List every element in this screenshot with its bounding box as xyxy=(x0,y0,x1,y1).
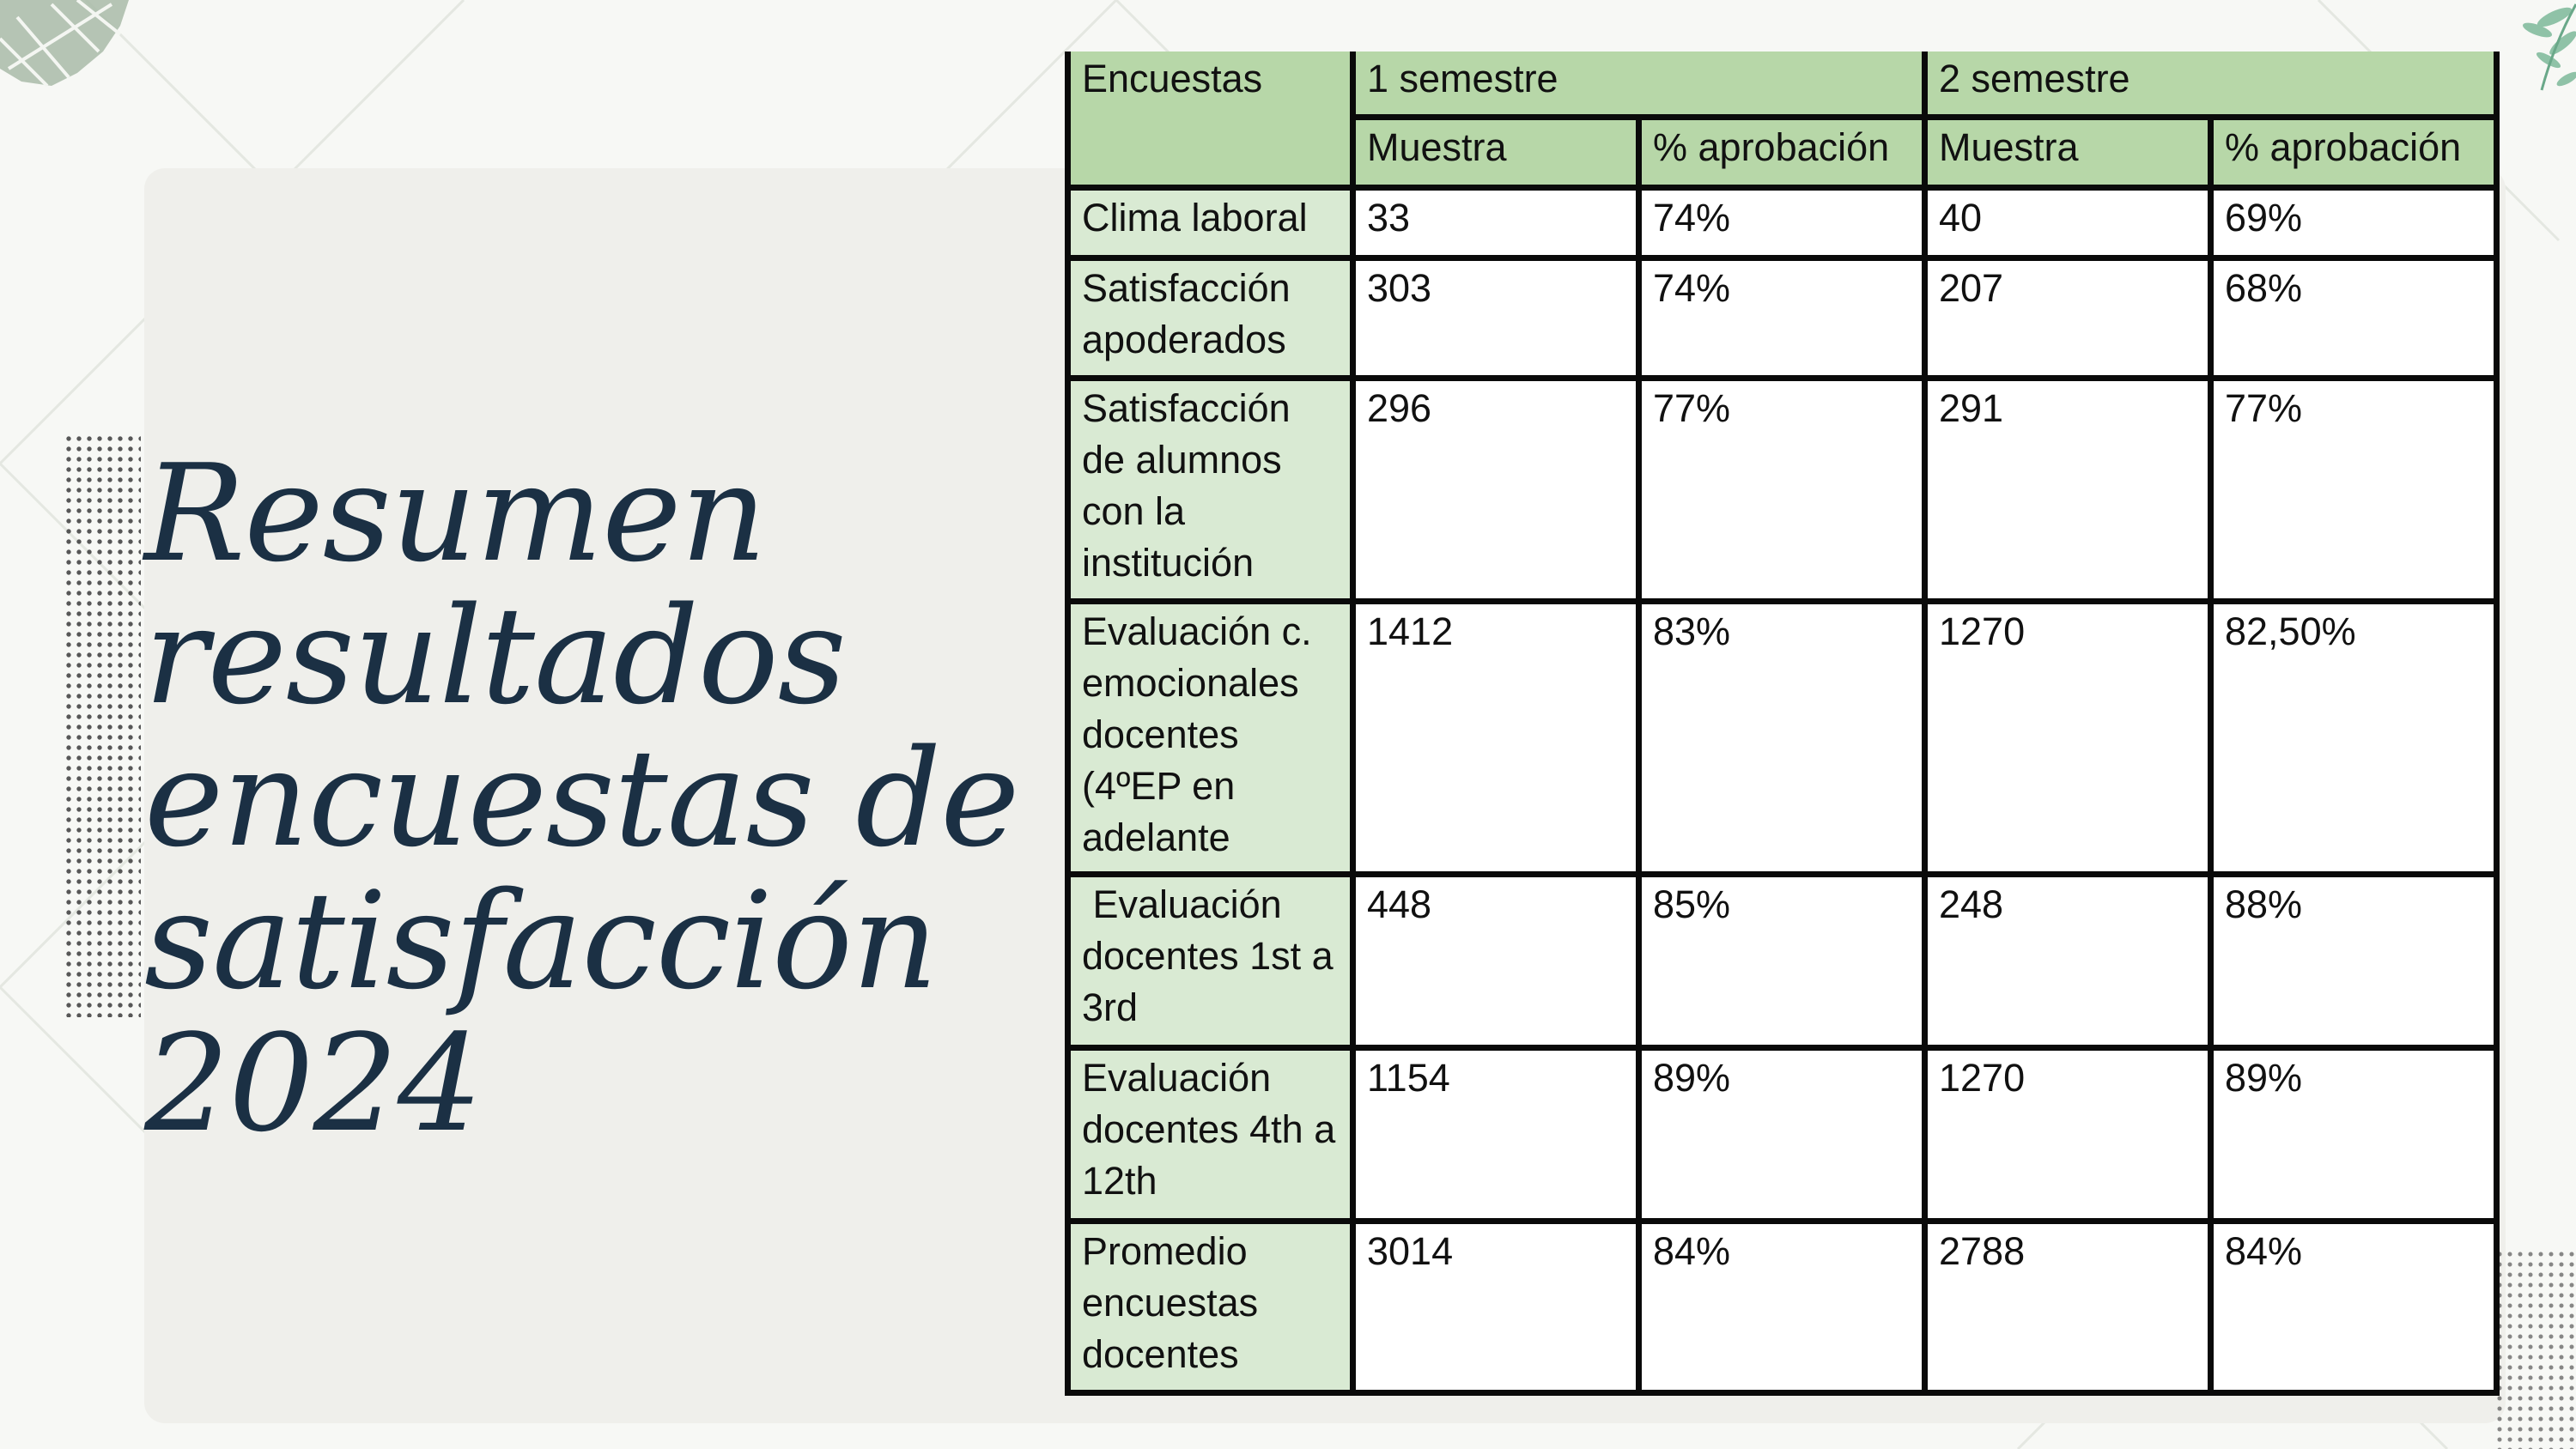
s2-sample-cell: 291 xyxy=(1922,374,2214,604)
s2-approval-cell: 82,50% xyxy=(2208,597,2500,877)
title-line: 2024 xyxy=(144,1005,483,1161)
leaf-illustration-top-right xyxy=(2522,3,2576,91)
dot-pattern-left xyxy=(64,433,141,1017)
row-label: Promedio encuestas docentes xyxy=(1065,1217,1356,1396)
s2-sample-cell: 248 xyxy=(1922,870,2214,1051)
s1-approval-cell: 83% xyxy=(1636,597,1928,877)
table-row: Evaluación docentes 1st a 3rd 448 85% 24… xyxy=(1065,870,2500,1051)
s2-approval-cell: 84% xyxy=(2208,1217,2500,1396)
row-label: Clima laboral xyxy=(1065,184,1356,261)
s1-approval-cell: 89% xyxy=(1636,1044,1928,1224)
approval-header: % aprobación xyxy=(1636,113,1928,191)
sample-header: Muestra xyxy=(1350,113,1642,191)
s1-sample-cell: 1412 xyxy=(1350,597,1642,877)
s2-sample-cell: 207 xyxy=(1922,254,2214,381)
row-label: Satisfacción apoderados xyxy=(1065,254,1356,381)
corner-header-cell: Encuestas xyxy=(1065,52,1356,191)
table-header-row: Encuestas 1 semestre 2 semestre xyxy=(1065,52,2500,191)
title-line: resultados xyxy=(144,578,847,734)
s2-approval-cell: 68% xyxy=(2208,254,2500,381)
s2-sample-cell: 2788 xyxy=(1922,1217,2214,1396)
dot-pattern-bottom-right xyxy=(2494,1249,2576,1449)
table-row: Evaluación docentes 4th a 12th 1154 89% … xyxy=(1065,1044,2500,1224)
table-row: Evaluación c. emocionales docentes (4ºEP… xyxy=(1065,597,2500,877)
s1-sample-cell: 303 xyxy=(1350,254,1642,381)
s1-approval-cell: 74% xyxy=(1636,254,1928,381)
row-label: Evaluación docentes 1st a 3rd xyxy=(1065,870,1356,1051)
s1-approval-cell: 85% xyxy=(1636,870,1928,1051)
leaf-illustration-top-left xyxy=(0,0,129,88)
s2-approval-cell: 69% xyxy=(2208,184,2500,261)
row-label: Evaluación docentes 4th a 12th xyxy=(1065,1044,1356,1224)
row-label: Satisfacción de alumnos con la instituci… xyxy=(1065,374,1356,604)
s2-sample-cell: 40 xyxy=(1922,184,2214,261)
semester-1-header: 1 semestre xyxy=(1350,52,1928,120)
title-line: Resumen xyxy=(144,435,767,591)
s2-approval-cell: 88% xyxy=(2208,870,2500,1051)
title-line: encuestas de xyxy=(144,720,1020,876)
s1-sample-cell: 448 xyxy=(1350,870,1642,1051)
table-row: Satisfacción de alumnos con la instituci… xyxy=(1065,374,2500,604)
row-label: Evaluación c. emocionales docentes (4ºEP… xyxy=(1065,597,1356,877)
s1-sample-cell: 296 xyxy=(1350,374,1642,604)
table-row: Satisfacción apoderados 303 74% 207 68% xyxy=(1065,254,2500,381)
s1-sample-cell: 3014 xyxy=(1350,1217,1642,1396)
s2-sample-cell: 1270 xyxy=(1922,1044,2214,1224)
table-row: Promedio encuestas docentes 3014 84% 278… xyxy=(1065,1217,2500,1396)
s1-approval-cell: 74% xyxy=(1636,184,1928,261)
table-subheader-row: Muestra % aprobación Muestra % aprobació… xyxy=(1068,113,2500,191)
s1-approval-cell: 77% xyxy=(1636,374,1928,604)
s1-sample-cell: 1154 xyxy=(1350,1044,1642,1224)
page-title: Resumen resultados encuestas de satisfac… xyxy=(144,442,1046,1155)
s2-sample-cell: 1270 xyxy=(1922,597,2214,877)
s2-approval-cell: 77% xyxy=(2208,374,2500,604)
survey-results-table: Encuestas 1 semestre 2 semestre Muestra … xyxy=(1065,52,2500,1396)
approval-header: % aprobación xyxy=(2208,113,2500,191)
sample-header: Muestra xyxy=(1922,113,2214,191)
semester-2-header: 2 semestre xyxy=(1922,52,2500,120)
table-row: Clima laboral 33 74% 40 69% xyxy=(1065,184,2500,261)
title-line: satisfacción xyxy=(144,863,938,1019)
s1-approval-cell: 84% xyxy=(1636,1217,1928,1396)
s2-approval-cell: 89% xyxy=(2208,1044,2500,1224)
s1-sample-cell: 33 xyxy=(1350,184,1642,261)
